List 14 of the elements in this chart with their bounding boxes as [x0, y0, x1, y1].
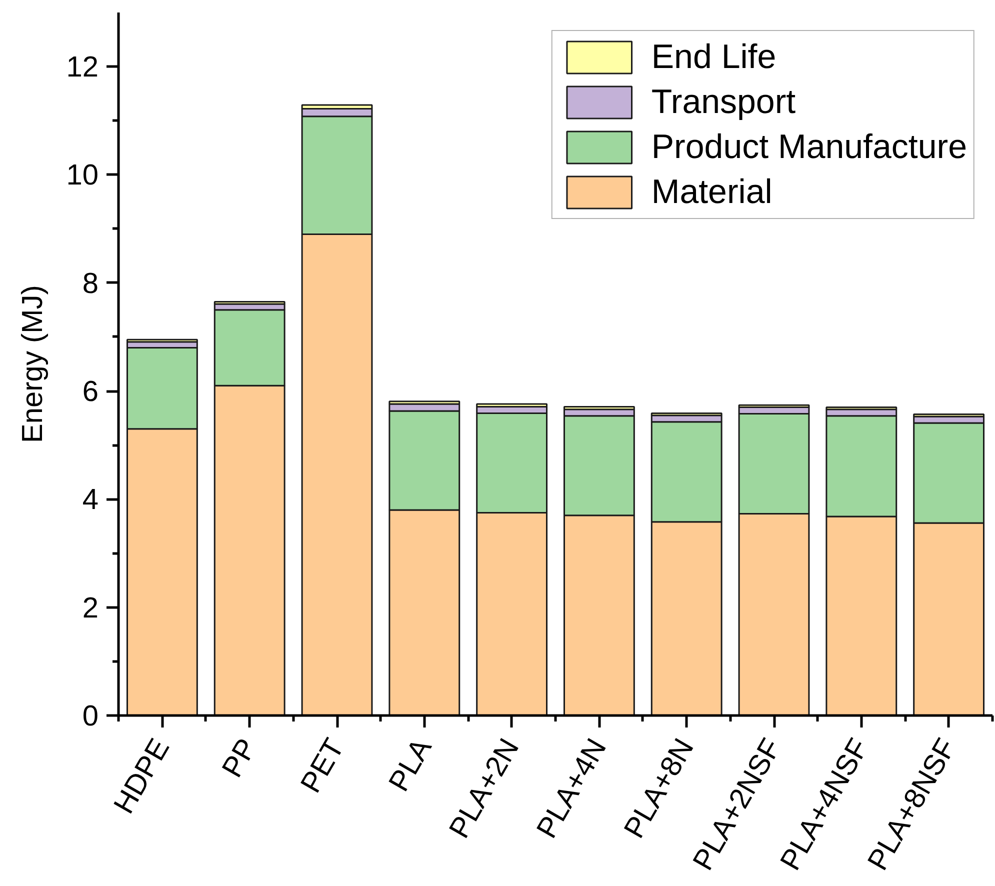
- y-tick-label: 10: [66, 160, 99, 192]
- legend-label: Transport: [651, 82, 796, 122]
- legend-label: Product Manufacture: [651, 128, 967, 166]
- y-tick-label: 12: [66, 52, 99, 84]
- legend-label: End Life: [651, 38, 776, 76]
- y-tick-label: 4: [82, 484, 99, 516]
- y-tick-label: 0: [82, 700, 99, 732]
- x-tick-label: PP: [216, 734, 264, 784]
- y-tick-label: 8: [82, 268, 99, 300]
- y-axis-title: Energy (MJ): [17, 285, 50, 443]
- legend-label: Material: [651, 172, 772, 212]
- x-tick-label: PLA: [383, 732, 439, 797]
- y-tick-label: 2: [82, 592, 99, 624]
- y-tick-label: 6: [82, 376, 99, 408]
